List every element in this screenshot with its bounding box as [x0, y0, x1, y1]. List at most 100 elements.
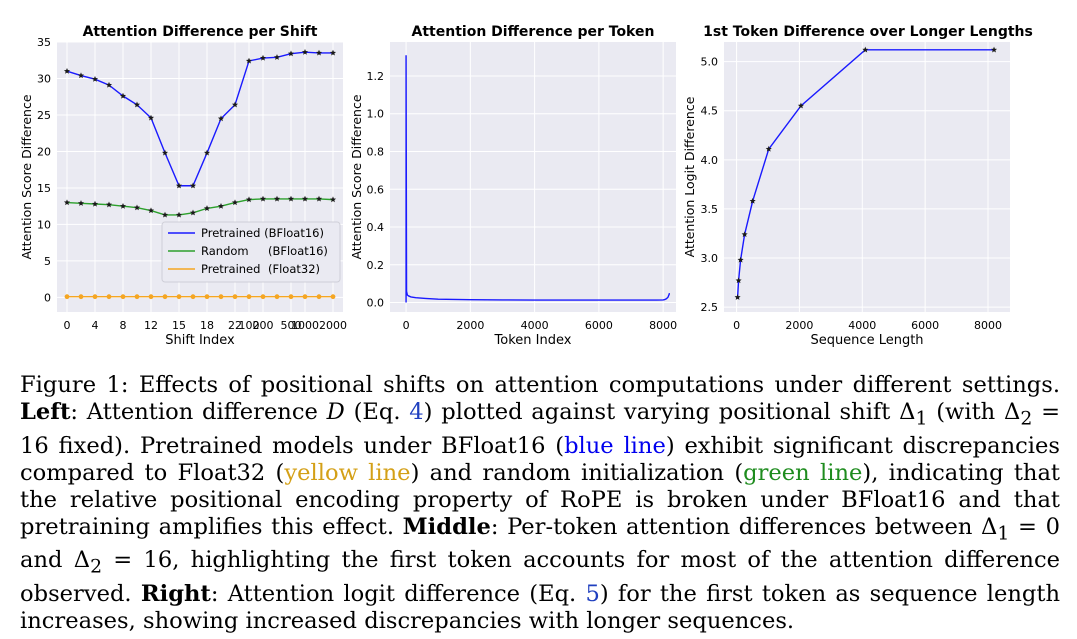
chart-title-middle: Attention Difference per Token: [412, 24, 655, 40]
x-tick-label: 2000: [319, 319, 347, 332]
y-tick-label: 3.5: [701, 203, 719, 216]
plot-area-right: [724, 42, 1010, 312]
data-point: [204, 294, 210, 300]
data-point: [175, 211, 183, 218]
x-tick-label: 6000: [911, 319, 939, 332]
y-tick-label: 0.0: [367, 297, 385, 310]
data-point: [203, 149, 211, 156]
caption-right-text-2: ) for the first token as sequence length…: [20, 580, 1061, 634]
x-tick-label: 1000: [291, 319, 319, 332]
caption-middle-text-2: = 0 and Δ: [20, 513, 1060, 574]
y-axis-label-right: Attention Logit Difference: [682, 96, 697, 257]
caption-left-text-7: ), indicating that the relative position…: [20, 459, 1061, 540]
caption-left-text-4: = 16 fixed). Pretrained models under BFl…: [20, 399, 1060, 459]
x-tick-label: 15: [172, 319, 186, 332]
x-tick-label: 0: [64, 319, 71, 332]
y-axis-label-left: Attention Score Difference: [19, 94, 34, 259]
data-point: [120, 294, 126, 300]
x-tick-label: 8000: [649, 319, 677, 332]
caption-sub-1b: 1: [997, 523, 1010, 545]
x-tick-label: 200: [253, 319, 274, 332]
y-tick-label: 0.8: [367, 146, 385, 159]
caption-left-text-6: ) and random initialization (: [410, 459, 744, 486]
data-point: [189, 182, 197, 189]
data-point: [161, 149, 169, 156]
data-point: [63, 199, 71, 206]
caption-right-label: Right: [140, 580, 211, 607]
caption-sub-1: 1: [915, 408, 928, 430]
y-tick-label: 0.6: [367, 183, 385, 196]
data-point: [245, 196, 253, 203]
data-point: [260, 294, 266, 300]
data-point: [329, 196, 337, 203]
y-axis-label-middle: Attention Score Difference: [349, 94, 364, 259]
data-point: [189, 209, 197, 216]
data-point: [217, 115, 225, 122]
x-axis-label-right: Sequence Length: [810, 333, 923, 348]
y-tick-label: 2.5: [701, 301, 719, 314]
data-point: [259, 195, 267, 202]
data-point: [175, 182, 183, 189]
x-axis-label-middle: Token Index: [494, 333, 572, 348]
data-point: [63, 67, 71, 74]
y-tick-label: 25: [37, 109, 51, 122]
data-point: [749, 197, 756, 204]
data-point: [92, 294, 98, 300]
caption-middle-text-1: : Per-token attention differences betwee…: [490, 513, 998, 540]
ticks-middle: 0.0 0.2 0.4 0.6 0.8 1.0 1.2 0 2000 4000 6000 8000: [367, 70, 678, 332]
series-line-0: [66, 51, 333, 187]
grid-right: [724, 42, 1010, 312]
chart-title-right: 1st Token Difference over Longer Lengths: [703, 24, 1033, 40]
data-point: [77, 72, 85, 79]
y-tick-label: 15: [37, 182, 51, 195]
caption-blue-line: blue line: [564, 432, 666, 459]
data-point: [862, 46, 869, 53]
data-point: [246, 294, 252, 300]
data-point: [765, 145, 772, 152]
caption-D: D: [326, 399, 345, 425]
caption-middle-label: Middle: [402, 513, 491, 540]
x-tick-label: 22: [228, 319, 242, 332]
series-group-right: [734, 46, 998, 300]
data-point: [288, 294, 294, 300]
caption-middle-text-3: = 16, highlighting the first token accou…: [20, 547, 1061, 607]
data-point: [161, 211, 169, 218]
data-point: [147, 207, 155, 214]
x-tick-label: 12: [144, 319, 158, 332]
x-tick-label: 0: [403, 319, 410, 332]
caption-intro: Effects of positional shifts on attentio…: [128, 372, 1061, 398]
y-tick-label: 4.0: [701, 154, 719, 167]
caption-sub-2: 2: [1020, 408, 1033, 430]
y-tick-label: 1.2: [367, 70, 385, 83]
y-tick-label: 10: [37, 218, 51, 231]
series-group-middle: [405, 55, 671, 303]
series-group-left: [63, 49, 337, 300]
y-tick-label: 5.0: [701, 56, 719, 69]
data-point: [218, 294, 224, 300]
data-point: [315, 49, 323, 56]
data-point: [105, 201, 113, 208]
data-point: [64, 294, 70, 300]
figure-caption: Figure 1: Effects of positional shifts o…: [20, 372, 1060, 635]
data-point: [119, 92, 127, 99]
data-point: [316, 294, 322, 300]
caption-left-text-3: (with Δ: [927, 399, 1021, 425]
plot-area-middle: [390, 42, 676, 312]
data-point: [217, 202, 225, 209]
caption-eq-open: (Eq.: [344, 399, 410, 425]
data-point: [91, 76, 99, 82]
legend-box: [161, 221, 341, 283]
caption-right-text-1: : Attention logit difference (Eq.: [210, 580, 586, 607]
data-point: [259, 54, 267, 61]
data-point: [133, 101, 141, 108]
caption-eq4-link[interactable]: 4: [409, 399, 424, 425]
legend-label-0: Pretrained (BFloat16): [201, 226, 324, 240]
data-point: [106, 294, 112, 300]
data-point: [119, 202, 127, 209]
data-point: [735, 277, 742, 284]
data-point: [231, 199, 239, 206]
data-point: [91, 200, 99, 207]
data-point: [231, 101, 239, 108]
caption-left-text-1: : Attention difference: [70, 399, 327, 425]
caption-eq5-link[interactable]: 5: [585, 580, 600, 607]
